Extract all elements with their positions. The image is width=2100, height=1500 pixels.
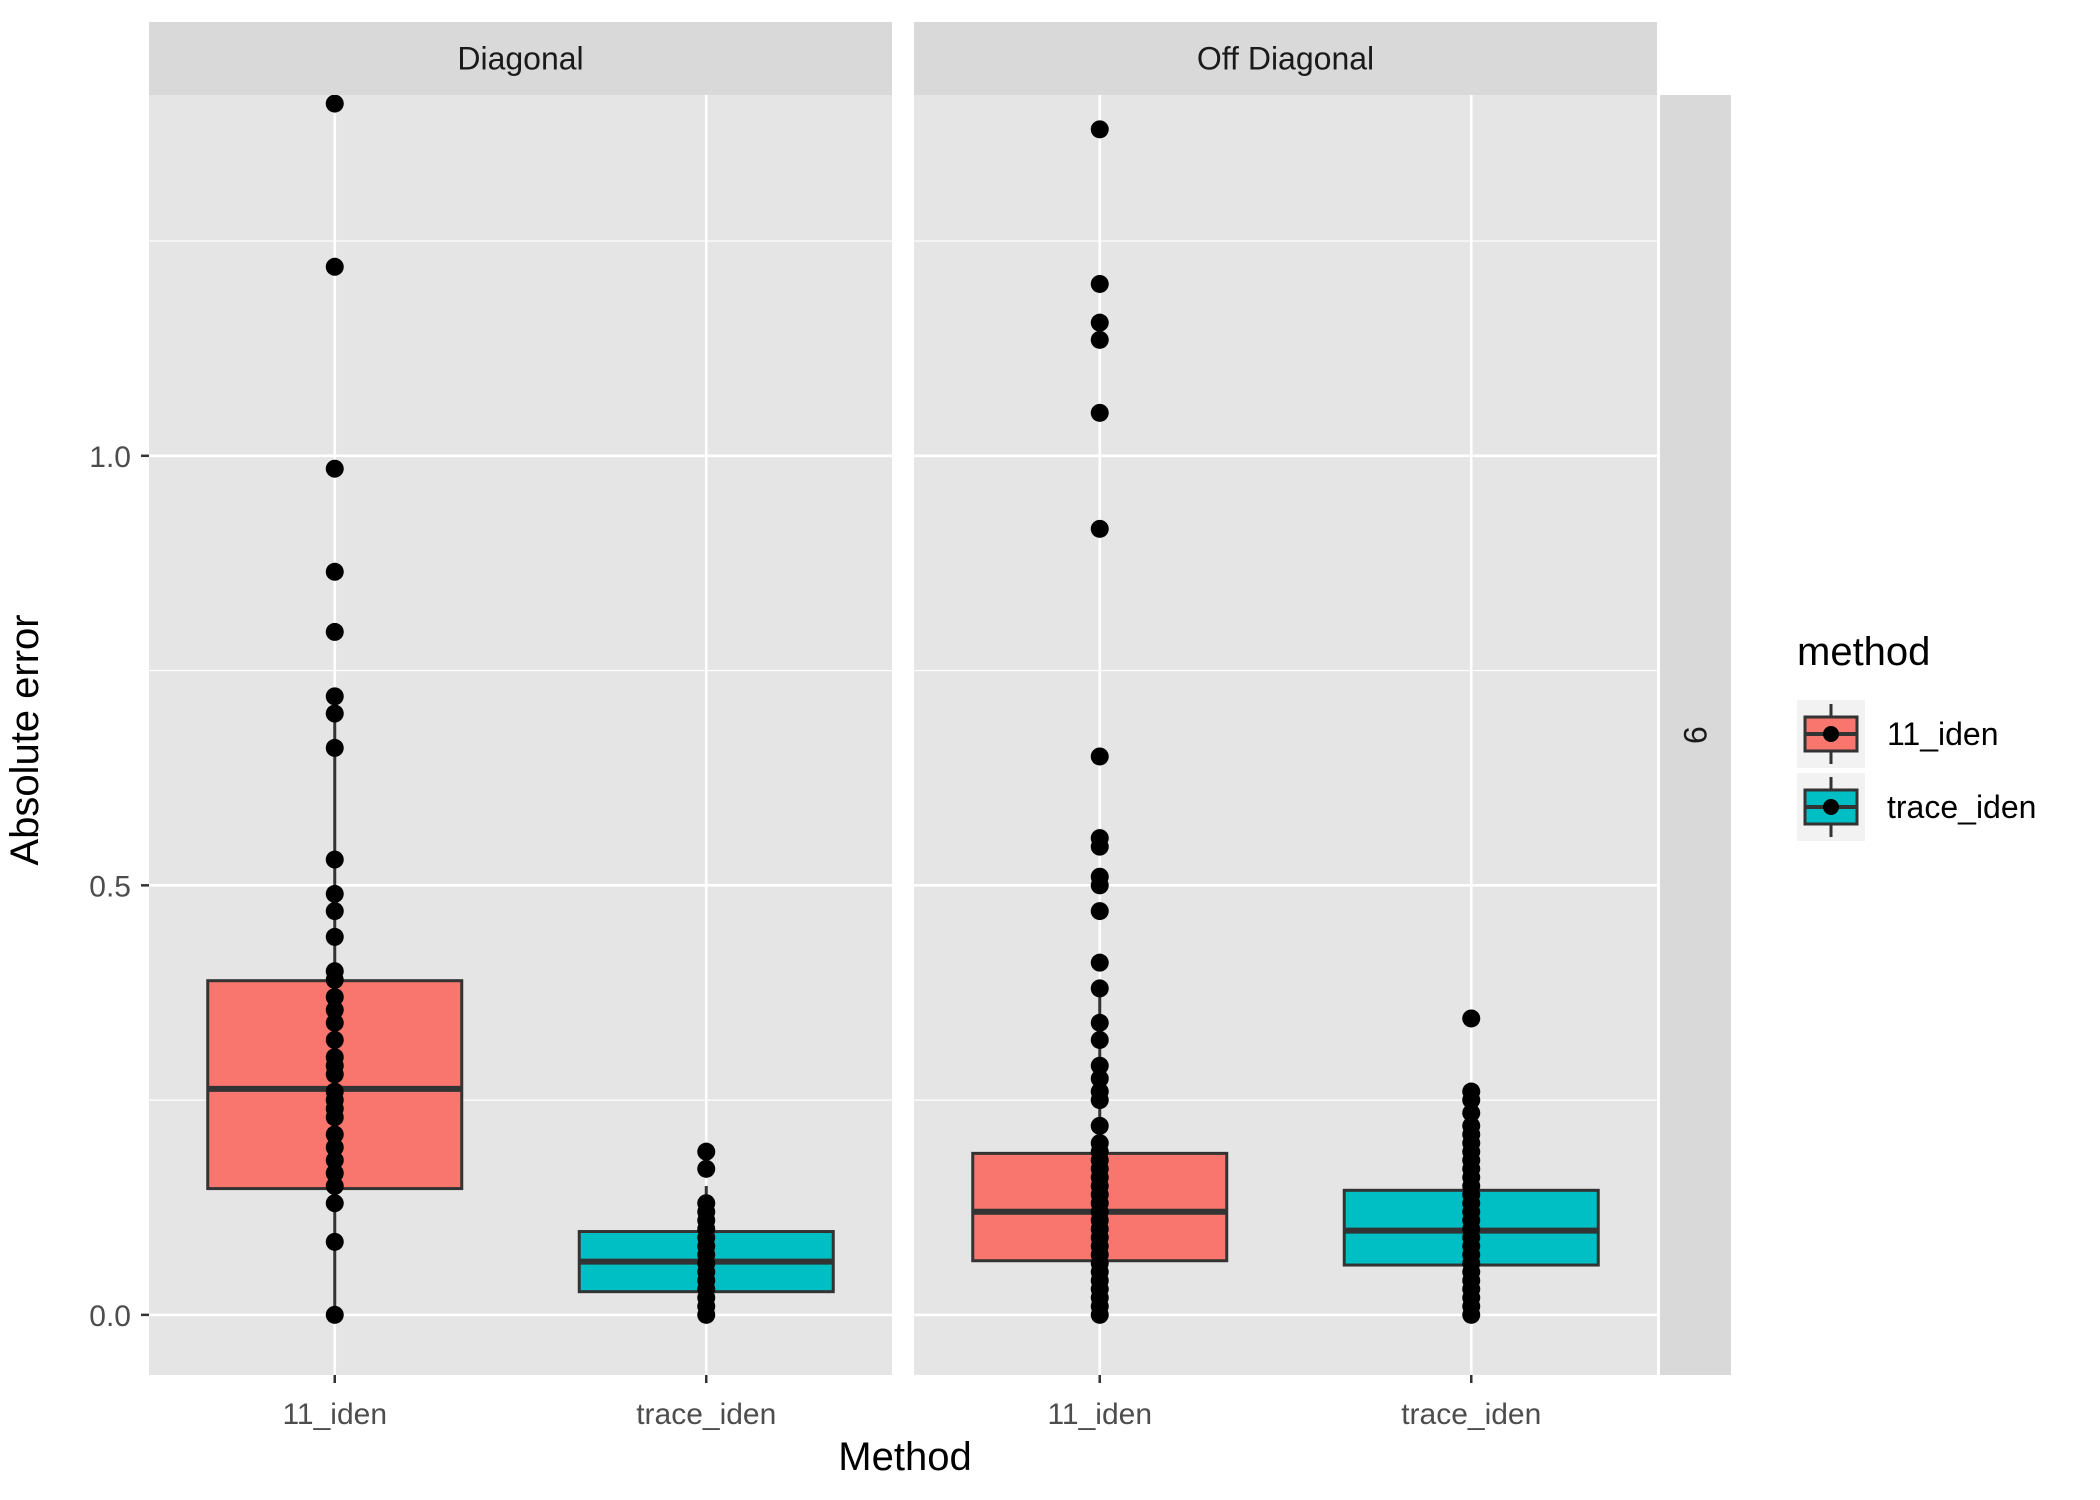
x-axis-title: Method (838, 1435, 971, 1479)
x-tick-label: trace_iden (636, 1398, 776, 1431)
data-point (325, 1164, 344, 1183)
data-point (325, 562, 344, 581)
y-axis-title: Absolute error (3, 614, 47, 865)
data-point (325, 927, 344, 946)
data-point (325, 257, 344, 276)
data-point (1090, 1013, 1109, 1032)
facet-panels: Diagonal 11_iden trace_iden Off Diagonal 11_… (149, 22, 1657, 1431)
legend-label: 11_iden (1887, 716, 1999, 752)
data-point (1090, 519, 1109, 538)
data-point (1090, 403, 1109, 422)
y-tick-label: 0.5 (89, 870, 131, 903)
data-point (1090, 1056, 1109, 1075)
data-point (325, 1030, 344, 1049)
data-point (1090, 979, 1109, 998)
legend-key-point (1823, 726, 1839, 742)
y-axis: 0.0 0.5 1.0 (89, 441, 149, 1333)
data-point (1462, 1009, 1481, 1028)
box-trace_iden (577, 1142, 835, 1324)
data-point (325, 1194, 344, 1213)
data-point (325, 1177, 344, 1196)
data-point (325, 1013, 344, 1032)
data-point (325, 1305, 344, 1324)
data-point (325, 94, 344, 113)
legend-label: trace_iden (1887, 789, 2036, 825)
data-point (1090, 330, 1109, 349)
facet-strip-label: Diagonal (457, 41, 583, 77)
data-point (325, 1108, 344, 1127)
row-strip-background (1660, 95, 1731, 1375)
data-point (325, 988, 344, 1007)
data-point (1462, 1305, 1481, 1324)
data-point (325, 704, 344, 723)
data-point (1090, 1116, 1109, 1135)
data-point (1462, 1103, 1481, 1122)
x-tick-label: 11_iden (1047, 1398, 1152, 1431)
data-point (1462, 1091, 1481, 1110)
data-point (1090, 1069, 1109, 1088)
data-point (1090, 1305, 1109, 1324)
legend-title: method (1797, 630, 1930, 674)
data-point (325, 622, 344, 641)
data-point (1090, 876, 1109, 895)
box-11_iden (971, 120, 1229, 1324)
y-tick-label: 0.0 (89, 1300, 131, 1333)
data-point (325, 1000, 344, 1019)
data-point (1090, 313, 1109, 332)
x-tick-label: trace_iden (1401, 1398, 1541, 1431)
data-point (697, 1142, 716, 1161)
data-point (325, 459, 344, 478)
data-point (1090, 902, 1109, 921)
data-point (325, 738, 344, 757)
row-strip-label: 9 (1677, 726, 1713, 744)
data-point (325, 1138, 344, 1157)
data-point (325, 1125, 344, 1144)
facet-panel-1: Off Diagonal 11_iden trace_iden (914, 22, 1657, 1431)
facet-panel-0: Diagonal 11_iden trace_iden (149, 22, 892, 1431)
facet-strip-label: Off Diagonal (1197, 41, 1374, 77)
data-point (1090, 1030, 1109, 1049)
data-point (325, 970, 344, 989)
data-point (1090, 274, 1109, 293)
data-point (1090, 120, 1109, 139)
box-trace_iden (1342, 1009, 1600, 1324)
legend-key-11_iden (1797, 700, 1865, 768)
data-point (325, 1065, 344, 1084)
data-point (325, 850, 344, 869)
data-point (325, 1232, 344, 1251)
legend-key-trace_iden (1797, 773, 1865, 841)
legend-key-point (1823, 799, 1839, 815)
facet-strip-background (149, 22, 892, 95)
data-point (325, 884, 344, 903)
data-point (1090, 953, 1109, 972)
row-strip: 9 (1660, 95, 1731, 1375)
data-point (325, 687, 344, 706)
data-point (325, 902, 344, 921)
data-point (1090, 837, 1109, 856)
data-point (325, 1151, 344, 1170)
data-point (697, 1305, 716, 1324)
box-11_iden (206, 94, 464, 1324)
data-point (697, 1159, 716, 1178)
facet-strip-background (914, 22, 1657, 95)
legend: method 11_iden trace_iden (1797, 630, 2036, 841)
x-tick-label: 11_iden (282, 1398, 387, 1431)
y-tick-label: 1.0 (89, 441, 131, 474)
data-point (1090, 1091, 1109, 1110)
data-point (1090, 747, 1109, 766)
